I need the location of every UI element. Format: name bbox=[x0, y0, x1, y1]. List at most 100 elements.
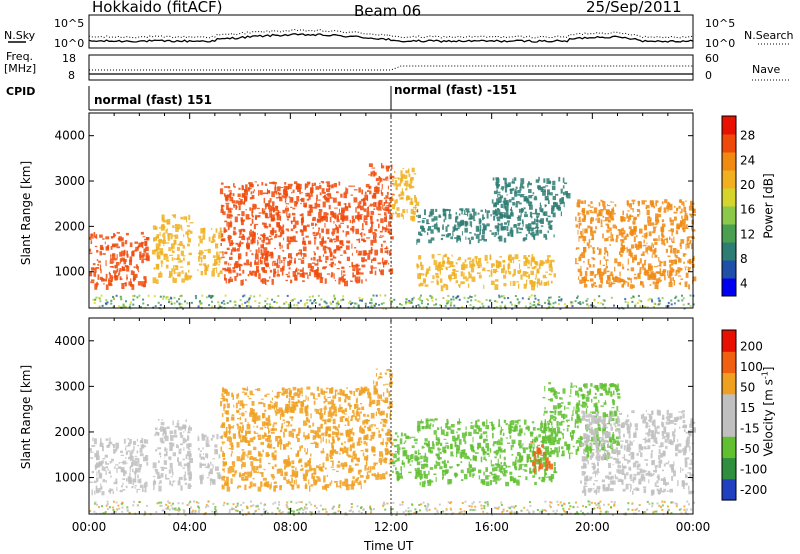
x-tick-label: 04:00 bbox=[172, 520, 207, 534]
power-colorbar-segment bbox=[722, 170, 736, 189]
velocity-echo-region bbox=[391, 432, 420, 482]
power-colorbar-segment bbox=[722, 260, 736, 279]
power-colorbar-segment bbox=[722, 116, 736, 135]
cpid-label: CPID bbox=[6, 85, 36, 98]
velocity-colorbar-segment bbox=[722, 415, 736, 437]
power-y-tick-label: 2000 bbox=[54, 219, 85, 233]
velocity-ylabel: Slant Range [km] bbox=[19, 364, 34, 470]
freq-label-line1: Freq. bbox=[6, 50, 34, 63]
freq-panel-frame bbox=[88, 54, 694, 81]
power-colorbar-segment bbox=[722, 134, 736, 153]
power-y-tick-label: 3000 bbox=[54, 174, 85, 188]
velocity-echo-region bbox=[580, 409, 696, 496]
velocity-echo-layer bbox=[89, 368, 696, 516]
velocity-echo-region bbox=[220, 386, 369, 492]
velocity-y-tick-label: 2000 bbox=[54, 425, 85, 439]
power-echo-region bbox=[89, 231, 150, 290]
velocity-colorbar-tick-label: 50 bbox=[740, 380, 755, 394]
velocity-colorbar-segment bbox=[722, 436, 736, 459]
x-axis-label: Time UT bbox=[364, 539, 414, 553]
velocity-colorbar-segment bbox=[722, 330, 736, 352]
power-echo-region bbox=[574, 199, 697, 290]
power-colorbar-tick-label: 20 bbox=[740, 178, 755, 192]
x-tick-label: 08:00 bbox=[273, 520, 308, 534]
x-tick-label: 20:00 bbox=[575, 520, 610, 534]
nave-tick-bottom: 0 bbox=[705, 69, 712, 82]
velocity-colorbar-tick-label: -100 bbox=[740, 462, 767, 476]
velocity-colorbar-tick-label: -200 bbox=[740, 483, 767, 497]
velocity-colorbar-segment bbox=[722, 372, 736, 395]
cpid-mode-1: normal (fast) 151 bbox=[94, 93, 212, 107]
velocity-y-tick-label: 4000 bbox=[54, 334, 85, 348]
nsky-series-line bbox=[88, 33, 694, 43]
freq-tick-bottom: 8 bbox=[68, 69, 75, 82]
x-tick-label: 00:00 bbox=[72, 520, 107, 534]
nsky-tick-top-left: 10^5 bbox=[54, 17, 85, 30]
power-colorbar-segment bbox=[722, 278, 736, 297]
power-echo-region bbox=[151, 214, 194, 284]
velocity-colorbar-segment bbox=[722, 478, 736, 501]
nsky-label: N.Sky bbox=[4, 29, 36, 42]
x-tick-label: 00:00 bbox=[676, 520, 711, 534]
power-colorbar-segment bbox=[722, 242, 736, 261]
station-title: Hokkaido (fitACF) bbox=[92, 0, 223, 16]
velocity-echo-region bbox=[152, 419, 193, 492]
velocity-echo-region bbox=[365, 368, 394, 480]
velocity-echo-region bbox=[197, 433, 223, 486]
power-echo-region bbox=[366, 163, 395, 276]
velocity-y-tick-label: 3000 bbox=[54, 379, 85, 393]
velocity-colorbar-frame bbox=[721, 329, 737, 501]
velocity-colorbar-label: Velocity [m s-1] bbox=[760, 366, 776, 457]
power-colorbar-tick-label: 12 bbox=[740, 227, 755, 241]
power-colorbar-tick-label: 4 bbox=[740, 277, 748, 291]
power-colorbar-segment bbox=[722, 152, 736, 171]
nsearch-label: N.Search bbox=[744, 29, 794, 42]
power-colorbar-tick-label: 16 bbox=[740, 203, 755, 217]
power-colorbar-tick-label: 24 bbox=[740, 153, 755, 167]
nave-label: Nave bbox=[752, 63, 781, 76]
velocity-echo-region bbox=[530, 441, 553, 474]
velocity-colorbar-segment bbox=[722, 351, 736, 374]
velocity-colorbar-segment bbox=[722, 457, 736, 480]
power-colorbar-tick-label: 8 bbox=[740, 252, 748, 266]
velocity-colorbar-segment bbox=[722, 393, 736, 416]
power-echo-region bbox=[197, 227, 224, 277]
velocity-echo-region bbox=[542, 382, 621, 460]
velocity-colorbar-tick-label: 100 bbox=[740, 360, 763, 374]
power-ylabel: Slant Range [km] bbox=[19, 160, 34, 266]
nsky-tick-bottom-left: 10^0 bbox=[54, 37, 85, 50]
beam-title: Beam 06 bbox=[354, 2, 422, 20]
power-colorbar-label: Power [dB] bbox=[761, 173, 776, 239]
power-y-tick-label: 4000 bbox=[54, 129, 85, 143]
power-y-tick-label: 1000 bbox=[54, 265, 85, 279]
nave-tick-top: 60 bbox=[705, 52, 719, 65]
date-title: 25/Sep/2011 bbox=[586, 0, 682, 16]
power-colorbar-segment bbox=[722, 206, 736, 225]
velocity-y-tick-label: 1000 bbox=[54, 471, 85, 485]
velocity-echo-region bbox=[416, 418, 558, 488]
power-echo-region bbox=[391, 167, 420, 222]
velocity-echo-region bbox=[89, 437, 149, 496]
power-colorbar-segment bbox=[722, 188, 736, 207]
nave-series-line bbox=[89, 65, 693, 71]
power-colorbar-segment bbox=[722, 224, 736, 243]
x-tick-label: 16:00 bbox=[474, 520, 509, 534]
velocity-colorbar-tick-label: -50 bbox=[740, 442, 760, 456]
nsky-tick-top-right: 10^5 bbox=[705, 17, 736, 30]
freq-tick-top: 18 bbox=[62, 52, 76, 65]
power-echo-layer bbox=[89, 163, 697, 310]
velocity-colorbar-tick-label: -15 bbox=[740, 421, 760, 435]
nsky-panel-frame bbox=[88, 14, 694, 49]
power-colorbar-tick-label: 28 bbox=[740, 129, 755, 143]
nsky-tick-bottom-right: 10^0 bbox=[705, 37, 736, 50]
power-echo-region bbox=[416, 253, 556, 292]
power-echo-region bbox=[491, 176, 571, 219]
velocity-colorbar-tick-label: 15 bbox=[740, 401, 755, 415]
power-echo-region bbox=[219, 181, 370, 287]
x-tick-label: 12:00 bbox=[374, 520, 409, 534]
power-colorbar-frame bbox=[721, 115, 737, 297]
freq-label-line2: [MHz] bbox=[4, 62, 37, 75]
velocity-colorbar-tick-label: 200 bbox=[740, 339, 763, 353]
power-echo-region bbox=[416, 208, 556, 245]
